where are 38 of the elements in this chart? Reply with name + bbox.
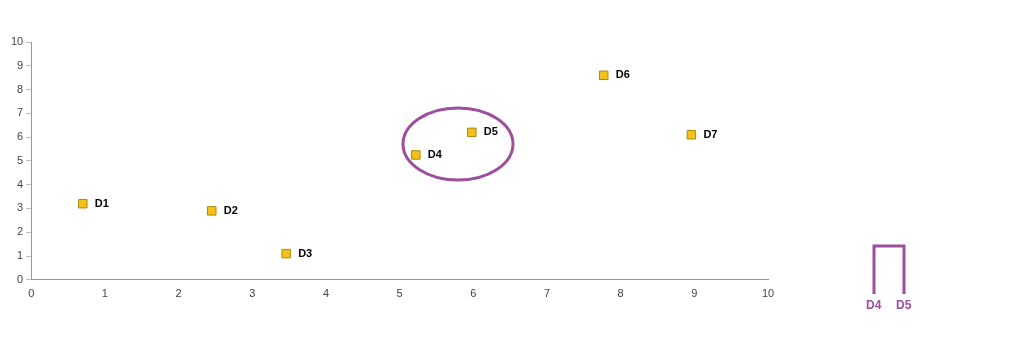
annotation: D4: [427, 147, 443, 160]
y-tick-label: 3: [17, 201, 24, 214]
annotation: D3: [298, 246, 313, 259]
point: [598, 70, 609, 81]
x-tick-label: 9: [691, 287, 698, 300]
point: [686, 130, 697, 140]
y-tick-label: 7: [17, 106, 24, 119]
y-tick-label: 10: [10, 35, 24, 48]
point: [281, 248, 291, 259]
x-tick-label: 5: [396, 287, 403, 300]
x-tick-label: 2: [175, 287, 182, 300]
annotation: D7: [703, 127, 718, 140]
point: [467, 127, 477, 138]
annotation: D2: [223, 203, 238, 216]
point: [207, 206, 217, 216]
x-tick-label: 1: [101, 287, 108, 300]
text: D4: [866, 298, 882, 312]
annotation: D1: [94, 196, 109, 209]
y-tick-label: 0: [17, 272, 24, 285]
y-tick-label: 2: [17, 225, 24, 238]
x-tick-label: 10: [761, 287, 775, 300]
x-tick-label: 8: [617, 287, 624, 300]
y-tick-label: 5: [17, 153, 24, 166]
x-tick-label: 7: [543, 287, 551, 300]
x-tick-label: 4: [322, 287, 329, 300]
y-tick-label: 1: [17, 249, 24, 262]
point: [411, 150, 421, 160]
x-tick-label: 0: [28, 287, 35, 300]
annotation: D5: [483, 125, 498, 138]
y-tick-label: 6: [17, 130, 24, 143]
y-tick-label: 8: [17, 82, 24, 95]
text: D5: [896, 298, 912, 312]
x-tick-label: 6: [470, 287, 477, 300]
point: [78, 198, 88, 209]
x-tick-label: 3: [249, 287, 256, 300]
y-tick-label: 9: [17, 58, 24, 71]
y-tick-label: 4: [17, 177, 24, 190]
annotation: D6: [615, 68, 630, 81]
